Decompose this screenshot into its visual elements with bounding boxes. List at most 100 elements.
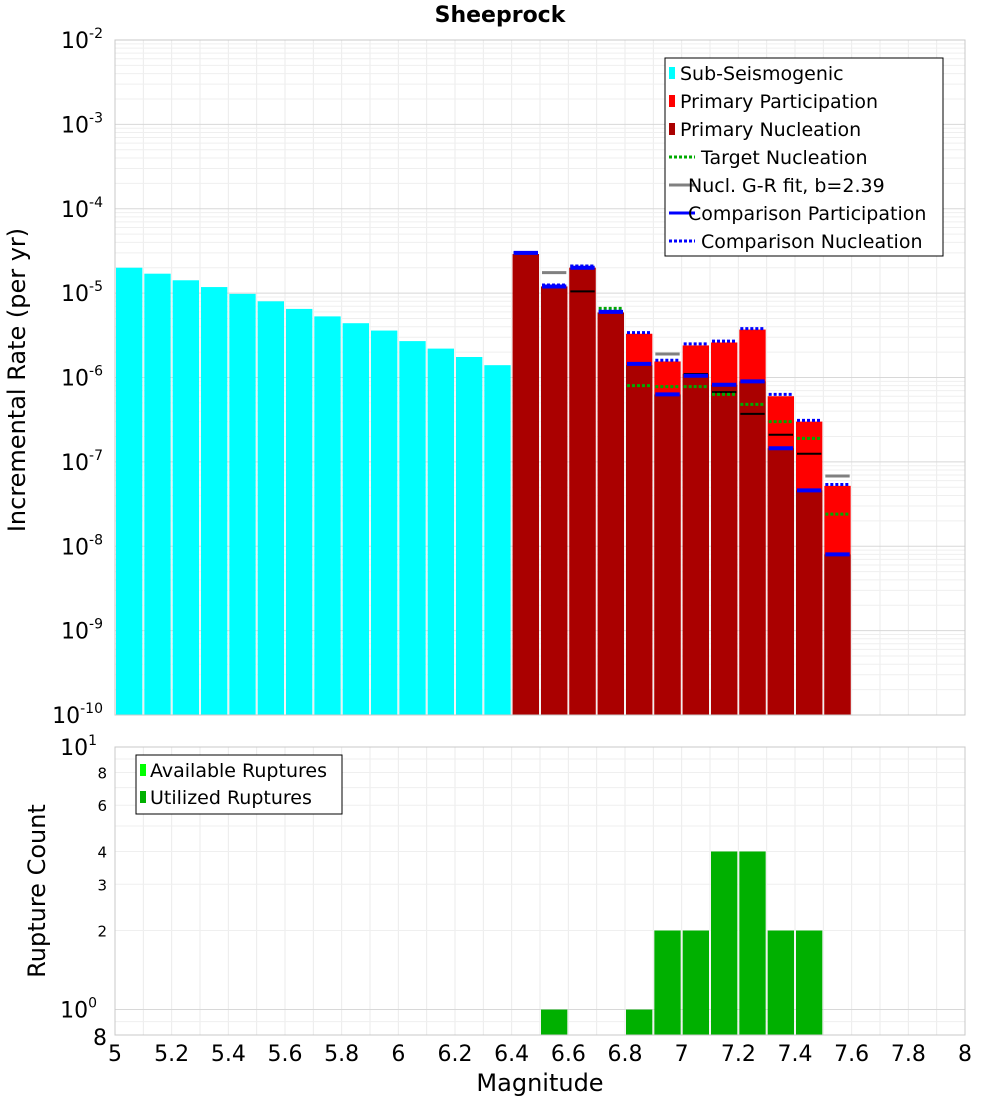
count-y-tick-base: 10 bbox=[60, 999, 88, 1024]
sub-seismogenic-bar bbox=[427, 348, 454, 715]
rate-y-tick-label: 10-8 bbox=[61, 532, 103, 560]
rate-y-tick-exponent: -9 bbox=[89, 617, 103, 633]
x-tick-label: 7.6 bbox=[834, 1042, 869, 1067]
rate-y-tick-label: 10-4 bbox=[61, 195, 103, 223]
utilized-ruptures-bar bbox=[654, 930, 681, 1035]
primary-nucleation-bar bbox=[541, 286, 568, 715]
count-bars bbox=[541, 851, 823, 1035]
primary-nucleation-bar bbox=[654, 394, 681, 715]
sub-seismogenic-bar bbox=[286, 308, 313, 715]
sub-seismogenic-bar bbox=[484, 365, 511, 715]
rate-y-tick-exponent: -8 bbox=[89, 532, 103, 548]
rate-y-tick-base: 10 bbox=[61, 282, 89, 307]
rate-y-tick-base: 10 bbox=[61, 451, 89, 476]
count-legend: Available Ruptures Utilized Ruptures bbox=[135, 754, 343, 815]
count-y-minor-tick-label: 6 bbox=[97, 797, 107, 815]
utilized-ruptures-bar bbox=[626, 1009, 653, 1035]
primary-nucleation-bar bbox=[597, 312, 624, 715]
rate-y-tick-base: 10 bbox=[61, 535, 89, 560]
rate-markers bbox=[513, 250, 850, 557]
primary-nucleation-bar bbox=[512, 254, 539, 715]
primary-nucleation-bar bbox=[796, 490, 823, 715]
x-tick-label: 5.2 bbox=[154, 1042, 189, 1067]
count-y-minor-tick-label: 2 bbox=[97, 923, 107, 941]
count-y-minor-tick-label: 3 bbox=[97, 876, 107, 894]
legend-label-nucl-g-r-fit-b-2-39: Nucl. G-R fit, b=2.39 bbox=[688, 175, 885, 197]
rate-y-tick-label: 10-6 bbox=[61, 364, 103, 392]
rate-y-tick-label: 10-10 bbox=[52, 701, 103, 729]
rate-y-tick-exponent: -5 bbox=[89, 279, 103, 295]
legend-label-primary-nucleation: Primary Nucleation bbox=[680, 119, 861, 141]
legend-swatch-primary-participation bbox=[669, 95, 675, 107]
sub-seismogenic-bar bbox=[229, 293, 256, 715]
primary-nucleation-bar bbox=[739, 381, 766, 715]
count-legend-box bbox=[135, 754, 343, 815]
legend-label-comparison-participation: Comparison Participation bbox=[688, 203, 926, 225]
x-tick-label: 6.2 bbox=[438, 1042, 473, 1067]
count-y-minor-tick-label: 8 bbox=[97, 764, 107, 782]
rate-y-tick-exponent: -10 bbox=[80, 701, 103, 717]
x-tick-label: 5.6 bbox=[268, 1042, 303, 1067]
legend-swatch-utilized-ruptures bbox=[140, 791, 146, 803]
sub-seismogenic-bar bbox=[144, 273, 171, 715]
count-y-major-tick-label: 100 bbox=[60, 996, 97, 1024]
x-tick-label: 6 bbox=[391, 1042, 405, 1067]
sub-seismogenic-bar bbox=[342, 323, 369, 715]
primary-nucleation-bar bbox=[682, 374, 709, 715]
rate-y-ticks: 10-210-310-410-510-610-710-810-910-10 bbox=[52, 26, 103, 729]
x-tick-label: 7 bbox=[675, 1042, 689, 1067]
count-plot-frame bbox=[114, 746, 966, 1036]
utilized-ruptures-bar bbox=[767, 930, 794, 1035]
rate-grid bbox=[114, 40, 966, 716]
x-tick-label: 5 bbox=[108, 1042, 122, 1067]
legend-swatch-available-ruptures bbox=[140, 764, 146, 776]
rate-y-tick-label: 10-2 bbox=[61, 26, 103, 54]
sub-seismogenic-bar bbox=[257, 301, 284, 715]
rate-y-tick-label: 10-5 bbox=[61, 279, 103, 307]
rate-y-tick-label: 10-3 bbox=[61, 110, 103, 138]
utilized-ruptures-bar bbox=[541, 1009, 568, 1035]
rate-y-tick-exponent: -6 bbox=[89, 364, 103, 380]
sub-seismogenic-bar bbox=[314, 316, 341, 715]
rate-y-tick-exponent: -4 bbox=[89, 195, 103, 211]
rate-y-tick-base: 10 bbox=[61, 198, 89, 223]
rate-y-tick-exponent: -3 bbox=[89, 110, 103, 126]
legend-label-available-ruptures: Available Ruptures bbox=[150, 760, 327, 782]
x-ticks: 5 5.2 5.4 5.6 5.8 6 6.2 6.4 6.6 6.8 7 7.2 7.4 7.6 7.8 8 bbox=[108, 1042, 972, 1067]
rate-bars bbox=[116, 254, 851, 715]
rate-y-axis-title: Incremental Rate (per yr) bbox=[3, 228, 31, 532]
utilized-ruptures-bar bbox=[796, 930, 823, 1035]
chart-title: Sheeprock bbox=[435, 3, 567, 28]
utilized-ruptures-bar bbox=[739, 851, 766, 1035]
x-tick-label: 8 bbox=[958, 1042, 972, 1067]
rate-y-tick-exponent: -7 bbox=[89, 448, 103, 464]
x-tick-label: 7.4 bbox=[778, 1042, 813, 1067]
count-y-tick-exponent: 0 bbox=[88, 996, 97, 1012]
rate-y-tick-label: 10-7 bbox=[61, 448, 103, 476]
count-y-minor-tick-label: 8 bbox=[93, 1026, 107, 1051]
rate-legend: Sub-Seismogenic Primary Participation Prim… bbox=[664, 57, 944, 257]
rate-y-tick-base: 10 bbox=[61, 29, 89, 54]
primary-nucleation-bar bbox=[824, 554, 851, 715]
count-y-minor-tick-label: 4 bbox=[97, 843, 107, 861]
sub-seismogenic-bar bbox=[456, 356, 483, 715]
x-tick-label: 7.2 bbox=[721, 1042, 756, 1067]
rate-plot-frame bbox=[114, 39, 966, 716]
sub-seismogenic-bar bbox=[371, 330, 398, 715]
rate-legend-box bbox=[664, 57, 944, 257]
legend-swatch-sub-seismogenic bbox=[669, 67, 675, 79]
primary-nucleation-bar bbox=[626, 365, 653, 715]
x-tick-label: 6.4 bbox=[494, 1042, 529, 1067]
sub-seismogenic-bar bbox=[399, 341, 426, 715]
primary-nucleation-bar bbox=[767, 448, 794, 715]
count-y-major-tick-label: 101 bbox=[60, 733, 97, 761]
legend-label-utilized-ruptures: Utilized Ruptures bbox=[150, 787, 312, 809]
x-tick-label: 5.8 bbox=[324, 1042, 359, 1067]
legend-label-primary-participation: Primary Participation bbox=[680, 91, 878, 113]
rate-y-tick-base: 10 bbox=[61, 620, 89, 645]
legend-label-comparison-nucleation: Comparison Nucleation bbox=[701, 231, 923, 253]
x-tick-label: 5.4 bbox=[211, 1042, 246, 1067]
